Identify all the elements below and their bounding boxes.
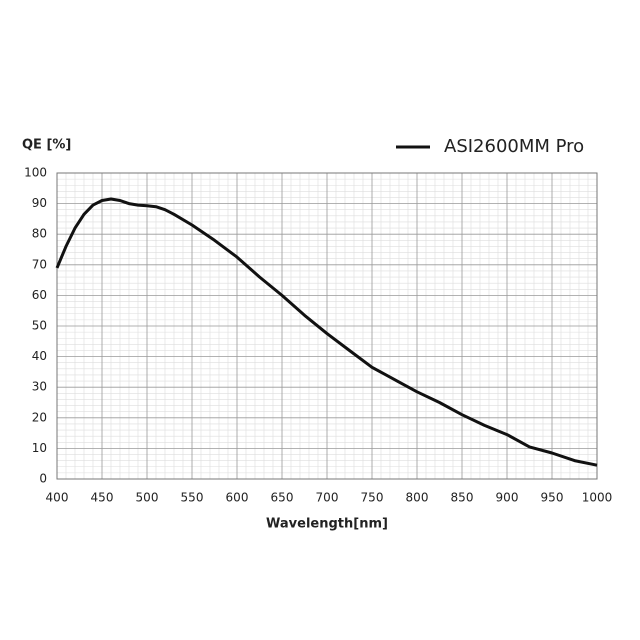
- y-tick-label: 0: [39, 472, 47, 486]
- y-tick-label: 30: [32, 380, 47, 394]
- y-tick-label: 80: [32, 227, 47, 241]
- y-tick-label: 100: [24, 166, 47, 180]
- x-tick-label: 700: [316, 491, 339, 505]
- x-tick-label: 750: [361, 491, 384, 505]
- y-axis-label: QE [%]: [22, 138, 71, 153]
- x-tick-label: 900: [496, 491, 519, 505]
- y-tick-label: 90: [32, 196, 47, 210]
- x-tick-label: 550: [181, 491, 204, 505]
- x-tick-label: 950: [541, 491, 564, 505]
- x-tick-label: 800: [406, 491, 429, 505]
- y-tick-label: 10: [32, 441, 47, 455]
- y-tick-label: 50: [32, 319, 47, 333]
- x-tick-label: 850: [451, 491, 474, 505]
- legend-label: ASI2600MM Pro: [444, 136, 584, 157]
- y-tick-label: 60: [32, 288, 47, 302]
- x-axis-label: Wavelength[nm]: [266, 517, 388, 532]
- x-tick-label: 500: [136, 491, 159, 505]
- plot-frame: [56, 172, 598, 480]
- y-tick-label: 20: [32, 410, 47, 424]
- x-tick-label: 450: [91, 491, 114, 505]
- x-tick-label: 1000: [582, 491, 613, 505]
- data-line: [55, 197, 598, 467]
- x-tick-label: 650: [271, 491, 294, 505]
- y-tick-label: 70: [32, 257, 47, 271]
- x-tick-label: 600: [226, 491, 249, 505]
- x-tick-label: 400: [46, 491, 69, 505]
- y-tick-label: 40: [32, 349, 47, 363]
